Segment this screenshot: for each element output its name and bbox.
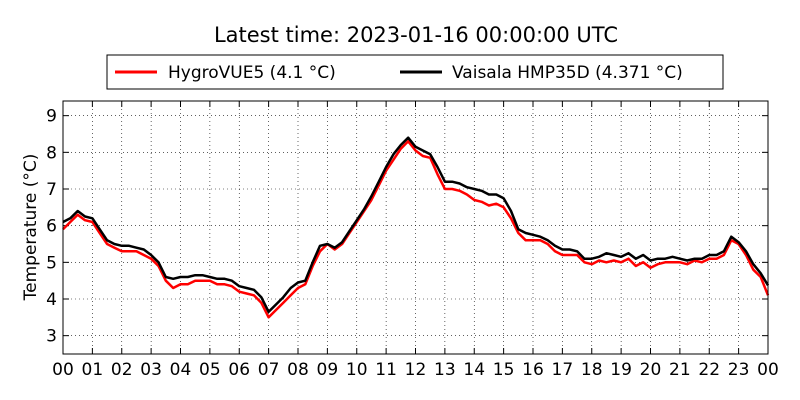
x-tick-label: 02: [111, 360, 133, 380]
y-axis-ticks: 3 4 5 6 7 8 9: [46, 107, 768, 347]
y-tick-label: 9: [46, 107, 57, 127]
grid: [63, 101, 768, 354]
x-axis-ticks: 00 01 02 03 04 05 06 07 08 09 10 11 12 13 14 15 16 17 18 19…: [52, 101, 779, 380]
x-tick-label: 20: [640, 360, 662, 380]
x-tick-label: 08: [287, 360, 309, 380]
x-tick-label: 18: [581, 360, 603, 380]
x-tick-label: 17: [552, 360, 574, 380]
x-tick-label: 14: [463, 360, 485, 380]
legend: HygroVUE5 (4.1 °C) Vaisala HMP35D (4.371…: [106, 54, 724, 90]
x-tick-label: 15: [493, 360, 515, 380]
x-tick-label: 00: [52, 360, 74, 380]
y-tick-label: 3: [46, 327, 57, 347]
x-tick-label: 23: [728, 360, 750, 380]
x-tick-label: 03: [140, 360, 162, 380]
legend-label-vaisala: Vaisala HMP35D (4.371 °C): [452, 63, 683, 83]
x-tick-label: 06: [228, 360, 250, 380]
x-tick-label: 16: [522, 360, 544, 380]
x-tick-label: 22: [698, 360, 720, 380]
y-axis-label: Temperature (°C): [21, 154, 41, 302]
x-tick-label: 05: [199, 360, 221, 380]
x-tick-label: 07: [258, 360, 280, 380]
x-tick-label: 12: [405, 360, 427, 380]
y-tick-label: 5: [46, 253, 57, 273]
y-tick-label: 6: [46, 217, 57, 237]
y-tick-label: 8: [46, 143, 57, 163]
x-tick-label: 00: [757, 360, 779, 380]
chart-title: Latest time: 2023-01-16 00:00:00 UTC: [214, 23, 618, 47]
plot-area-frame: [62, 100, 769, 355]
x-tick-label: 01: [82, 360, 104, 380]
series-line-vaisala: [62, 136, 770, 314]
y-tick-label: 7: [46, 180, 57, 200]
x-tick-label: 13: [434, 360, 456, 380]
x-tick-label: 09: [317, 360, 339, 380]
x-tick-label: 19: [610, 360, 632, 380]
x-tick-label: 21: [669, 360, 691, 380]
x-tick-label: 10: [346, 360, 368, 380]
y-tick-label: 4: [46, 290, 57, 310]
series-line-hygrovue5: [62, 140, 770, 319]
legend-label-hygrovue5: HygroVUE5 (4.1 °C): [168, 63, 336, 83]
series-lines: [62, 136, 770, 319]
x-tick-label: 11: [375, 360, 397, 380]
x-tick-label: 04: [170, 360, 192, 380]
